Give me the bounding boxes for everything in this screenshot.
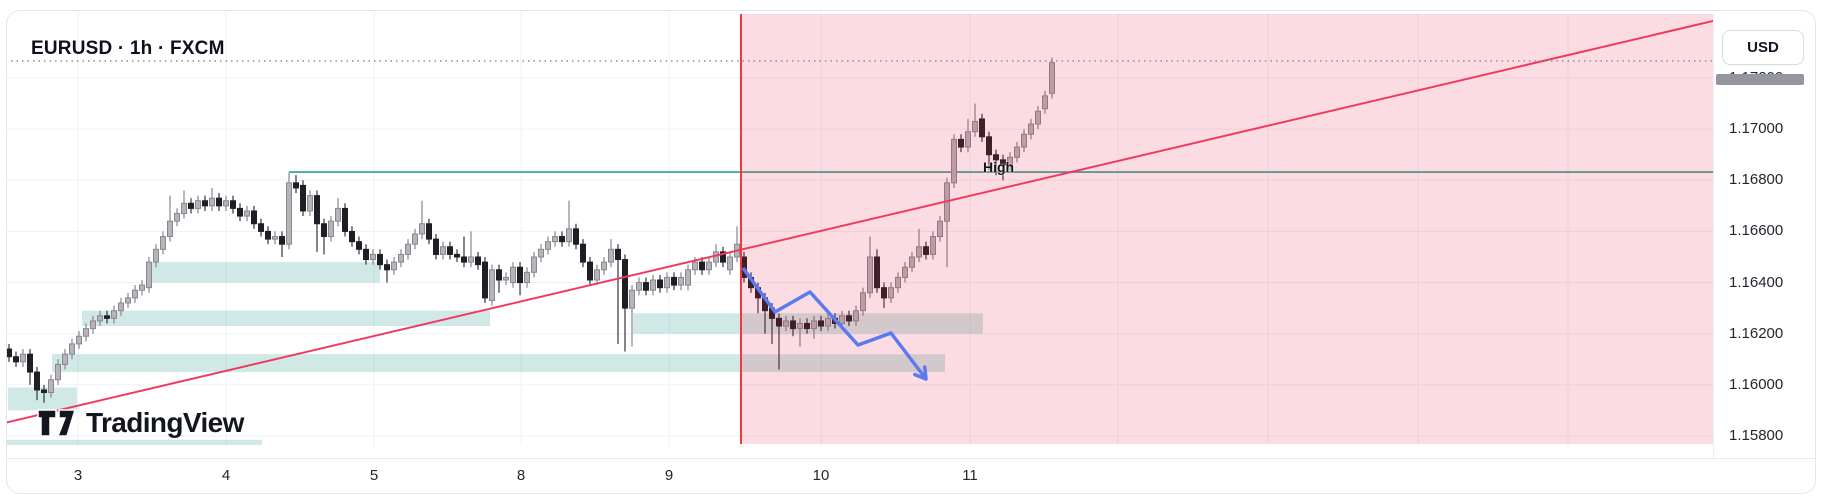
zone-rect <box>82 310 490 327</box>
price-axis-label: 1.17000 <box>1729 120 1784 138</box>
price-axis-label: 1.16600 <box>1729 222 1784 240</box>
time-axis-label: 9 <box>664 467 674 484</box>
time-axis-label: 4 <box>221 467 231 484</box>
currency-toggle-button[interactable]: USD <box>1722 30 1804 65</box>
price-axis-label: 1.15800 <box>1729 426 1784 444</box>
price-axis-label: 1.16400 <box>1729 273 1784 291</box>
watermark-brand-text: TradingView <box>86 407 244 438</box>
price-chart-canvas[interactable] <box>6 11 1815 493</box>
time-axis-label: 5 <box>369 467 379 484</box>
time-axis-label: 8 <box>516 467 526 484</box>
tradingview-logo-icon <box>37 409 77 437</box>
projection-arrowhead <box>913 365 928 381</box>
projection-arrow[interactable] <box>741 266 928 381</box>
zone-rect <box>7 439 262 445</box>
price-axis-separator <box>1713 14 1714 458</box>
trend-line[interactable] <box>6 20 1713 424</box>
high-annotation-label[interactable]: High <box>983 159 1015 175</box>
tradingview-watermark: TradingView <box>37 406 244 440</box>
time-axis-label: 3 <box>73 467 83 484</box>
zone-rect <box>147 262 380 283</box>
time-axis-label: 10 <box>812 467 830 484</box>
chart-svg <box>6 12 1713 446</box>
time-axis-label: 11 <box>962 467 978 484</box>
chart-pane[interactable] <box>6 12 1713 446</box>
price-axis-label: 1.16200 <box>1729 324 1784 342</box>
price-axis-label: 1.16800 <box>1729 171 1784 189</box>
symbol-title[interactable]: EURUSD · 1h · FXCM <box>31 38 225 59</box>
highlight-region[interactable] <box>741 14 1713 444</box>
chart-card: EURUSD · 1h · FXCM USD High TradingView … <box>6 10 1816 494</box>
zone-rect <box>8 387 77 411</box>
time-axis-separator <box>7 458 1815 459</box>
gridlines <box>7 12 1713 446</box>
current-price-badge <box>1716 74 1804 85</box>
price-axis-label: 1.16000 <box>1729 375 1784 393</box>
